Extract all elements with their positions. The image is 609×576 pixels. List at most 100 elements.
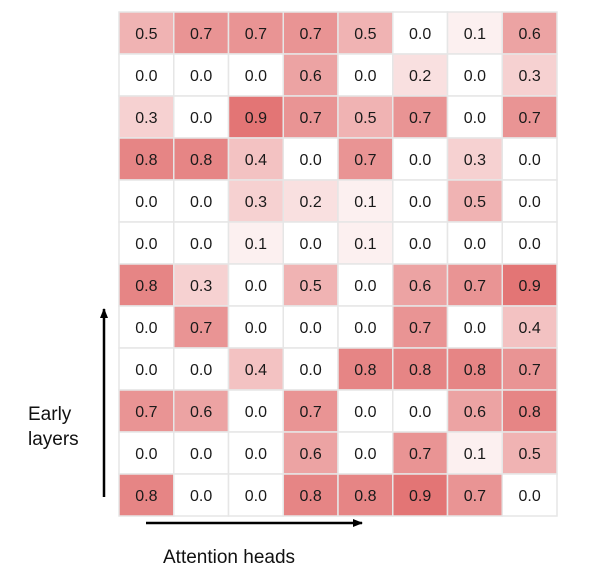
heatmap-cell-value: 0.0 [135, 236, 157, 253]
heatmap-cell [501, 431, 558, 475]
heatmap-cell-value: 0.7 [135, 404, 157, 421]
heatmap-cell-value: 0.4 [245, 152, 267, 169]
heatmap-cell-value: 0.8 [409, 362, 431, 379]
heatmap-cell [446, 137, 503, 181]
heatmap-cell [392, 389, 449, 433]
heatmap-cell-value: 0.0 [190, 446, 212, 463]
heatmap-cell-value: 0.8 [519, 404, 541, 421]
heatmap-cell [446, 431, 503, 475]
heatmap-cell-value: 0.0 [464, 110, 486, 127]
heatmap-cell [337, 431, 394, 475]
heatmap-cell [282, 53, 339, 97]
heatmap-cell-value: 0.0 [245, 68, 267, 85]
heatmap-cells: 0.5 0.7 0.7 0.7 0.5 0.0 0.1 0.6 0.0 0.0 0.0 0.6 0.0 0… [118, 11, 558, 517]
heatmap-cell-value: 0.0 [245, 488, 267, 505]
heatmap-cell [118, 95, 175, 139]
heatmap-cell [446, 95, 503, 139]
heatmap-cell [118, 263, 175, 307]
heatmap-cell [337, 137, 394, 181]
heatmap-cell-value: 0.8 [135, 278, 157, 295]
heatmap-cell-value: 0.0 [245, 404, 267, 421]
heatmap-cell-value: 0.8 [135, 152, 157, 169]
heatmap-cell-value: 0.0 [519, 236, 541, 253]
heatmap-cell-value: 0.0 [409, 152, 431, 169]
heatmap-cell-value: 0.0 [409, 26, 431, 43]
heatmap-cell-value: 0.8 [300, 488, 322, 505]
heatmap-cell [501, 95, 558, 139]
heatmap-cell-value: 0.0 [409, 404, 431, 421]
heatmap-cell [501, 389, 558, 433]
heatmap-cell-value: 0.0 [300, 152, 322, 169]
heatmap-cell [227, 95, 284, 139]
heatmap-cell-value: 0.1 [354, 194, 376, 211]
heatmap-cell [282, 179, 339, 223]
heatmap-cell-value: 0.5 [300, 278, 322, 295]
heatmap-cell-value: 0.2 [300, 194, 322, 211]
heatmap-cell-value: 0.7 [464, 488, 486, 505]
heatmap-cell-value: 0.1 [354, 236, 376, 253]
heatmap-cell [501, 11, 558, 55]
heatmap-cell [392, 11, 449, 55]
heatmap-cell-value: 0.5 [519, 446, 541, 463]
heatmap-cell-value: 0.9 [409, 488, 431, 505]
heatmap-cell-value: 0.6 [409, 278, 431, 295]
heatmap-cell-value: 0.0 [354, 446, 376, 463]
heatmap-cell [337, 347, 394, 391]
heatmap-cell-value: 0.5 [354, 26, 376, 43]
heatmap-cell-value: 0.0 [464, 236, 486, 253]
heatmap-cell-value: 0.0 [354, 278, 376, 295]
heatmap-cell [501, 221, 558, 265]
heatmap-cell-value: 0.3 [519, 68, 541, 85]
heatmap-cell [173, 11, 230, 55]
heatmap-cell-value: 0.0 [135, 68, 157, 85]
heatmap-cell [227, 473, 284, 517]
heatmap-cell [392, 221, 449, 265]
heatmap-cell [173, 389, 230, 433]
heatmap-cell-value: 0.0 [245, 278, 267, 295]
heatmap-cell-value: 0.0 [354, 320, 376, 337]
heatmap-cell-value: 0.0 [409, 194, 431, 211]
heatmap-cell-value: 0.6 [300, 68, 322, 85]
heatmap-cell [337, 263, 394, 307]
heatmap-cell-value: 0.0 [245, 320, 267, 337]
heatmap-cell-value: 0.7 [190, 320, 212, 337]
heatmap-cell [392, 263, 449, 307]
y-axis-label-line-1: Early [28, 404, 72, 425]
heatmap-cell-value: 0.8 [464, 362, 486, 379]
heatmap-cell-value: 0.7 [519, 362, 541, 379]
heatmap-cell-value: 0.7 [354, 152, 376, 169]
heatmap-cell-value: 0.0 [464, 68, 486, 85]
heatmap-cell-value: 0.7 [245, 26, 267, 43]
heatmap-cell [337, 305, 394, 349]
heatmap-cell [118, 431, 175, 475]
heatmap-cell-value: 0.6 [519, 26, 541, 43]
heatmap-cell [227, 137, 284, 181]
heatmap-cell [501, 263, 558, 307]
heatmap-cell-value: 0.1 [464, 26, 486, 43]
heatmap-cell [501, 305, 558, 349]
heatmap-cell-value: 0.7 [300, 26, 322, 43]
heatmap-cell-value: 0.7 [300, 404, 322, 421]
heatmap-cell-value: 0.5 [464, 194, 486, 211]
heatmap-cell-value: 0.0 [354, 404, 376, 421]
heatmap-cell-value: 0.0 [190, 68, 212, 85]
heatmap-cell [337, 389, 394, 433]
heatmap-cell-value: 0.5 [135, 26, 157, 43]
heatmap-cell [337, 179, 394, 223]
heatmap-cell-value: 0.0 [354, 68, 376, 85]
y-axis-label-line-2: layers [28, 429, 79, 450]
heatmap-cell-value: 0.0 [190, 488, 212, 505]
heatmap-cell [501, 347, 558, 391]
heatmap-cell [392, 95, 449, 139]
heatmap-cell [446, 389, 503, 433]
heatmap-cell-value: 0.8 [354, 362, 376, 379]
heatmap-cell [173, 263, 230, 307]
heatmap-cell [118, 389, 175, 433]
heatmap-cell [392, 473, 449, 517]
heatmap-cell-value: 0.0 [519, 488, 541, 505]
heatmap-cell-value: 0.0 [519, 152, 541, 169]
heatmap-cell-value: 0.0 [190, 194, 212, 211]
heatmap-cell [227, 305, 284, 349]
heatmap-cell [337, 95, 394, 139]
heatmap-cell-value: 0.1 [245, 236, 267, 253]
